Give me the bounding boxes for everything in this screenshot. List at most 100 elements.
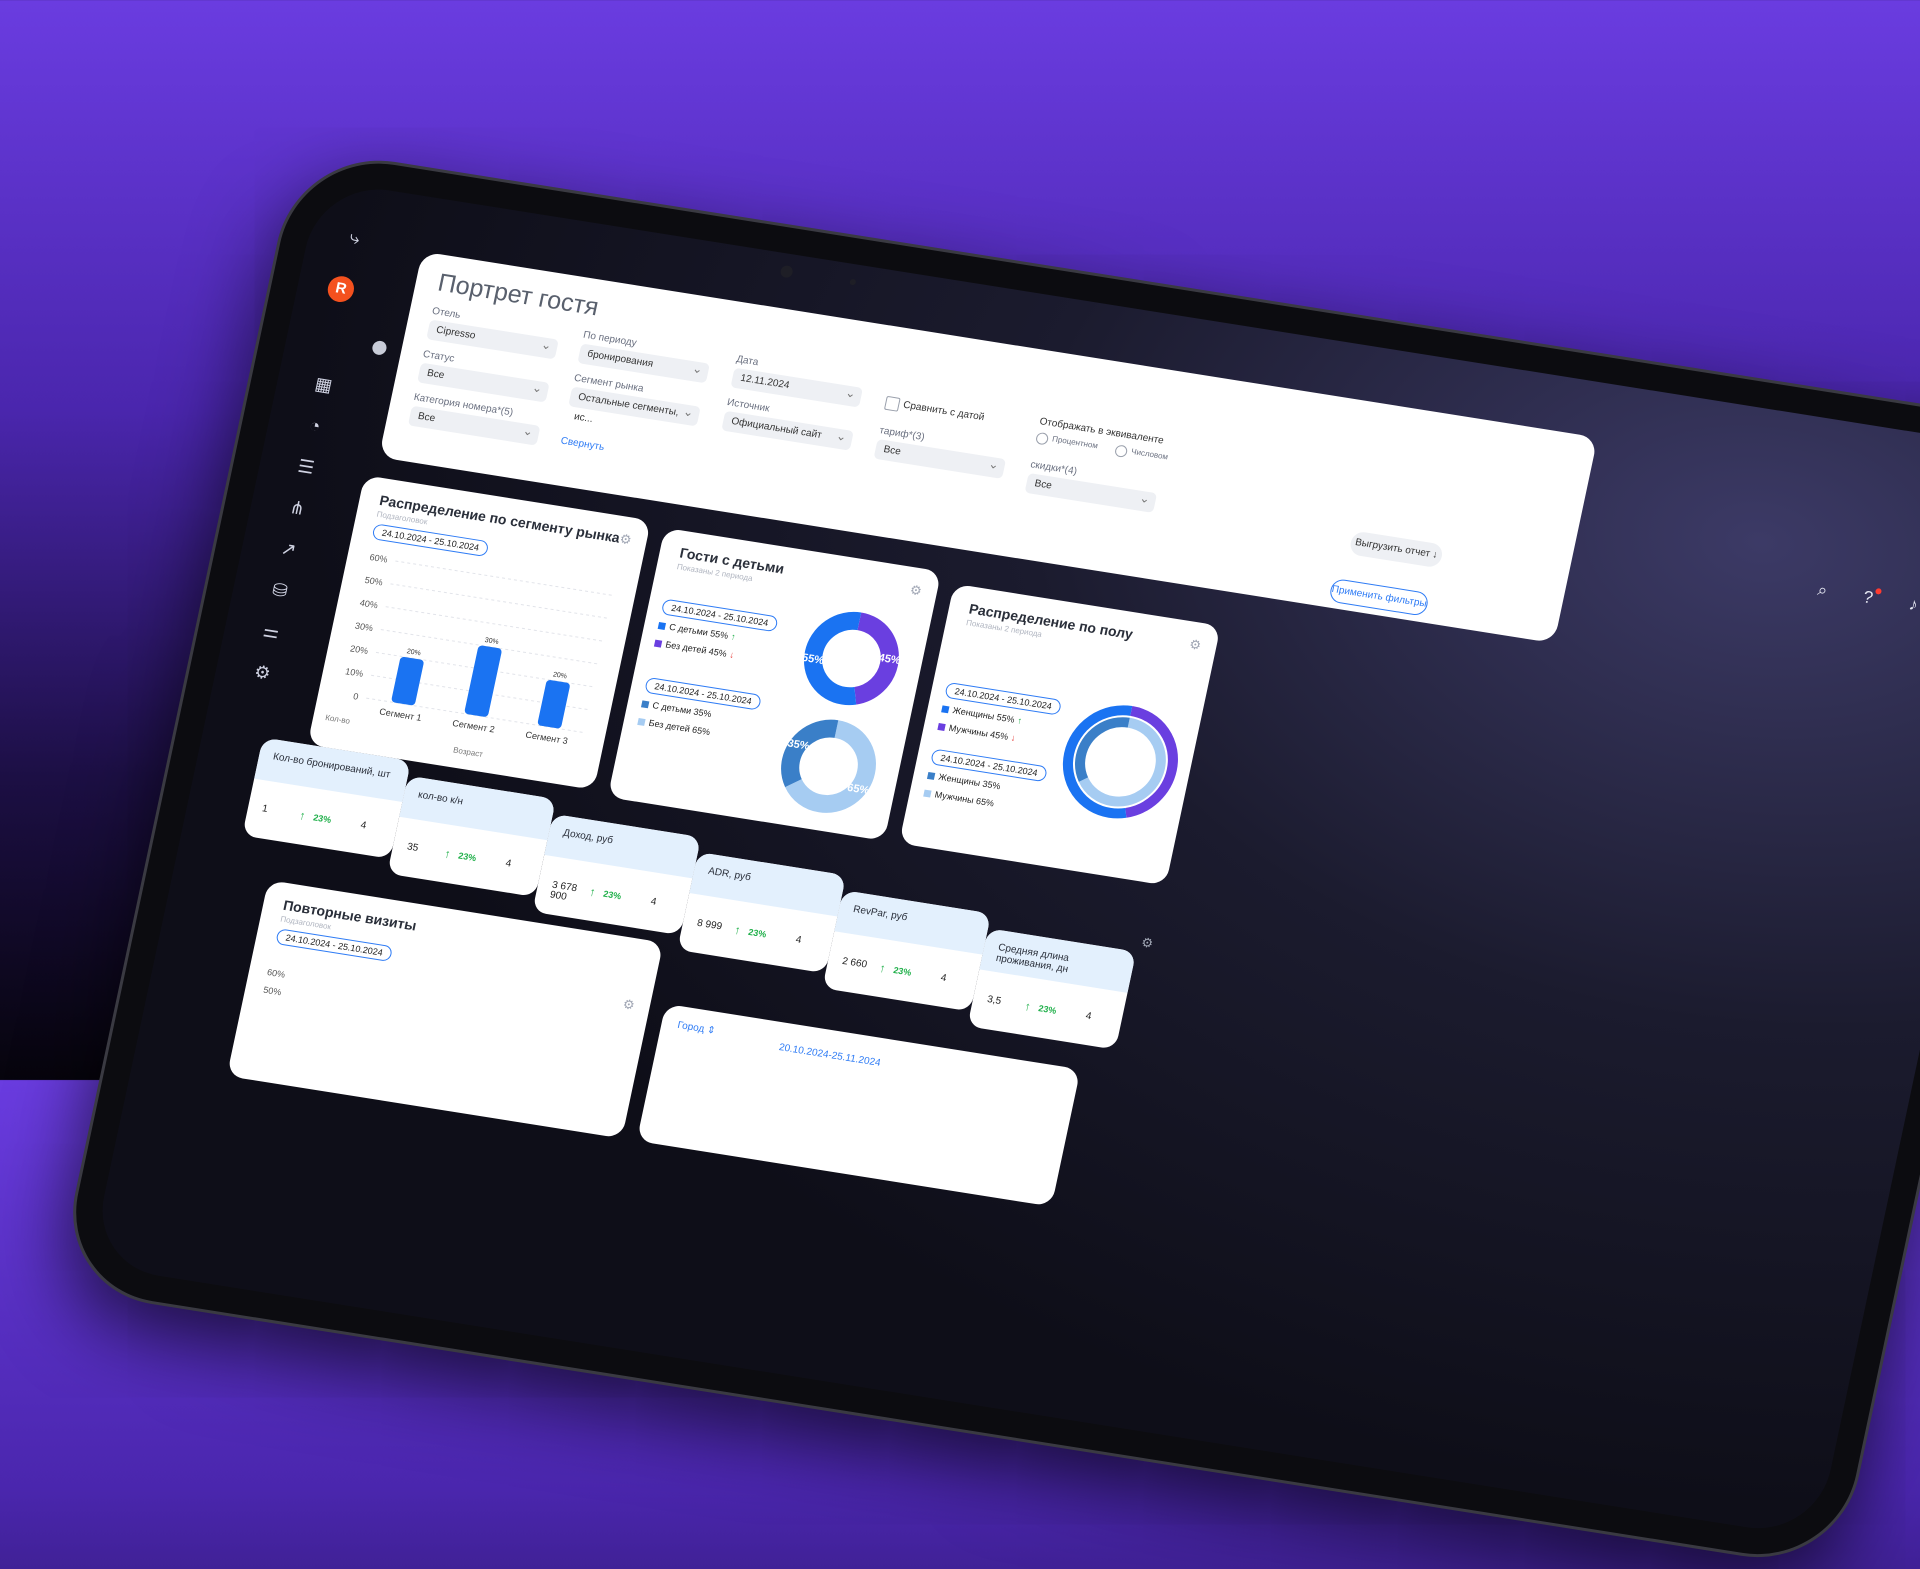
arrow-up-icon: ↑ xyxy=(1016,715,1024,726)
kpi-count: 4 xyxy=(649,896,658,908)
bar-data-label: 20% xyxy=(552,671,567,680)
repeat-card-title: Повторные визиты xyxy=(281,896,419,934)
legend-men: Мужчины 45%↓ xyxy=(937,721,1017,744)
y-tick-label: 30% xyxy=(354,621,374,634)
arrow-up-icon: ↑ xyxy=(730,631,737,643)
y-tick-label: 60% xyxy=(369,552,389,565)
kpi-value: 1 xyxy=(260,803,269,815)
gear-icon[interactable]: ⚙ xyxy=(1188,636,1203,653)
y-tick-label: 0 xyxy=(352,691,359,702)
sort-icon[interactable]: ⇕ xyxy=(705,1024,717,1037)
bar-data-label: 20% xyxy=(406,648,421,657)
donut-data-label: 65% xyxy=(846,782,870,797)
kpi-title: RevPar, руб xyxy=(834,890,992,955)
export-button[interactable]: Выгрузить отчет ↓ xyxy=(1348,530,1445,569)
arrow-up-icon: ↑ xyxy=(443,846,452,862)
period-pill[interactable]: 24.10.2024 - 25.10.2024 xyxy=(275,928,394,963)
segment-card: Распределение по сегменту рынка Подзагол… xyxy=(307,475,652,790)
compare-checkbox[interactable] xyxy=(883,395,901,412)
gridline xyxy=(395,560,615,597)
legend-label: С детьми 35% xyxy=(651,700,713,720)
gear-icon[interactable]: ⚙ xyxy=(618,530,633,548)
sidebar-toggle[interactable] xyxy=(371,339,388,356)
kpi-change: 23% xyxy=(747,926,768,940)
bar[interactable] xyxy=(391,656,424,706)
bar[interactable] xyxy=(464,645,502,717)
arrow-up-icon: ↑ xyxy=(733,922,742,938)
kpi-title: Средняя длина проживания, дн xyxy=(979,928,1137,993)
sensor xyxy=(849,278,857,286)
kpi-card: кол-во к/н 35 ↑ 23% 4 xyxy=(387,775,557,898)
number-radio[interactable] xyxy=(1113,444,1129,458)
donut-segment[interactable] xyxy=(781,719,876,813)
gender-card: Распределение по полу Показаны 2 периода… xyxy=(898,583,1221,886)
y-axis-label: Кол-во xyxy=(324,713,351,726)
x-tick-label: Сегмент 1 xyxy=(378,706,422,722)
bar[interactable] xyxy=(537,679,570,729)
kpi-change: 23% xyxy=(1037,1003,1058,1016)
chart-pie-icon[interactable]: ◔ xyxy=(307,415,323,437)
kpi-count: 4 xyxy=(1084,1010,1093,1023)
legend-label: Без детей 65% xyxy=(647,717,712,738)
donut-segment[interactable] xyxy=(803,611,899,706)
dashboard-icon[interactable]: ▦ xyxy=(313,373,335,396)
bell-icon[interactable]: ♪ xyxy=(1907,594,1920,615)
donut-data-label: 35% xyxy=(786,737,810,752)
export-label: Выгрузить отчет xyxy=(1354,537,1432,560)
kpi-count: 4 xyxy=(794,934,803,947)
apply-filters-button[interactable]: Применить фильтры xyxy=(1328,577,1430,617)
legend-label: Мужчины 45% xyxy=(948,722,1010,742)
arrow-up-icon: ↑ xyxy=(1023,999,1033,1014)
list-icon[interactable]: ☰ xyxy=(296,455,317,478)
kpi-value: 3 678 900 xyxy=(548,879,579,903)
hotel-label: Отель xyxy=(431,305,462,322)
gender-donut-chart xyxy=(1058,703,1182,821)
share-icon[interactable]: ⤷ xyxy=(347,227,362,249)
kpi-card: Средняя длина проживания, дн 3,5 ↑ 23% 4 xyxy=(967,928,1137,1050)
y-tick-label: 10% xyxy=(344,666,364,679)
bar-data-label: 30% xyxy=(484,637,499,646)
trend-icon[interactable]: ↗ xyxy=(279,538,299,561)
help-icon[interactable]: ? xyxy=(1852,583,1883,613)
kpi-change: 23% xyxy=(312,812,333,826)
kpi-card: Доход, руб 3 678 900 ↑ 23% 4 xyxy=(532,813,702,936)
kpi-card: ADR, руб 8 999 ↑ 23% 4 xyxy=(677,851,847,974)
legend-without-children: Без детей 45%↓ xyxy=(653,638,735,660)
arrow-down-icon: ↓ xyxy=(1010,732,1017,744)
percent-radio[interactable] xyxy=(1034,431,1050,446)
top-toolbar: ⌕ ? ♪ ☺ xyxy=(1807,576,1920,627)
kpi-count: 4 xyxy=(939,972,948,985)
donut-chart-period1: 45% 55% xyxy=(801,611,902,706)
donut-data-label: 45% xyxy=(877,652,901,667)
legend-label: Женщины 35% xyxy=(937,771,1002,792)
kpi-count: 4 xyxy=(504,858,513,870)
period-column-header[interactable]: 20.10.2024-25.11.2024 xyxy=(777,1042,882,1069)
sliders-icon[interactable]: ⚌ xyxy=(261,620,282,643)
gear-icon[interactable]: ⚙ xyxy=(1139,934,1155,952)
collapse-link[interactable]: Свернуть xyxy=(559,435,606,454)
city-column-header[interactable]: Город ⇕ xyxy=(676,1020,716,1037)
kpi-change: 23% xyxy=(457,850,478,864)
kpi-count: 4 xyxy=(359,819,368,832)
kpi-value: 8 999 xyxy=(696,917,724,933)
kpi-change: 23% xyxy=(602,888,623,902)
legend-label: Мужчины 65% xyxy=(933,789,995,809)
source-select[interactable]: Официальный сайт xyxy=(721,410,854,451)
search-icon[interactable]: ⌕ xyxy=(1815,580,1830,601)
percent-label: Процентном xyxy=(1051,434,1099,451)
gear-icon[interactable]: ⚙ xyxy=(908,582,924,599)
camera xyxy=(779,264,794,279)
kpi-title: кол-во к/н xyxy=(399,775,557,841)
app-logo[interactable]: R xyxy=(325,274,357,304)
database-icon[interactable]: ⛁ xyxy=(270,579,290,602)
donut-segment[interactable] xyxy=(1073,716,1169,807)
tariff-select[interactable]: Все xyxy=(873,438,1007,479)
donut-segment[interactable] xyxy=(1058,703,1182,821)
gear-icon[interactable]: ⚙ xyxy=(621,996,637,1013)
network-icon[interactable]: ⋔ xyxy=(287,497,307,519)
discounts-select[interactable]: Все xyxy=(1024,472,1158,513)
number-label: Числовом xyxy=(1130,446,1169,462)
arrow-up-icon: ↑ xyxy=(588,884,597,900)
legend-label: Женщины 55% xyxy=(951,705,1016,725)
settings-icon[interactable]: ⚙ xyxy=(252,661,273,684)
